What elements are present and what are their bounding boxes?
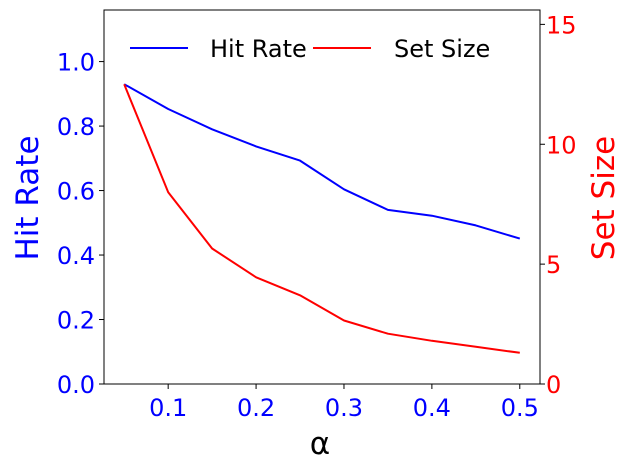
legend-label-hit-rate: Hit Rate <box>210 35 307 63</box>
plot-frame <box>103 9 541 385</box>
series-line-set-size <box>123 83 520 354</box>
y-right-tick-label: 0 <box>546 371 561 399</box>
y-left-tick-label: 1.0 <box>57 49 95 77</box>
y-left-tick-label: 0.4 <box>57 242 95 270</box>
y-right-tick-label: 5 <box>546 251 561 279</box>
y-axis-right-title: Set Size <box>586 136 622 260</box>
y-right-tick-label: 10 <box>546 131 577 159</box>
y-axis-left-title: Hit Rate <box>10 135 46 260</box>
x-tick-label: 0.4 <box>413 394 451 422</box>
x-tick-label: 0.1 <box>149 394 187 422</box>
y-right-tick-label: 15 <box>546 11 577 39</box>
y-left-tick-label: 0.6 <box>57 178 95 206</box>
series-line-hit-rate <box>123 83 521 240</box>
x-tick-label: 0.2 <box>237 394 275 422</box>
x-axis-title: α <box>310 426 330 462</box>
ticks-layer: 0.1 0.2 0.3 0.4 0.5 0.0 0.2 0.4 0.6 0.8 1.0 0 5 10 15 <box>57 11 577 422</box>
legend: Hit Rate Set Size <box>130 35 490 63</box>
legend-label-set-size: Set Size <box>394 35 490 63</box>
x-tick-label: 0.3 <box>325 394 363 422</box>
axes-layer <box>103 9 541 385</box>
y-left-tick-label: 0.0 <box>57 371 95 399</box>
x-tick-label: 0.5 <box>501 394 539 422</box>
y-left-tick-label: 0.2 <box>57 307 95 335</box>
y-left-tick-label: 0.8 <box>57 113 95 141</box>
series-layer <box>123 83 521 354</box>
